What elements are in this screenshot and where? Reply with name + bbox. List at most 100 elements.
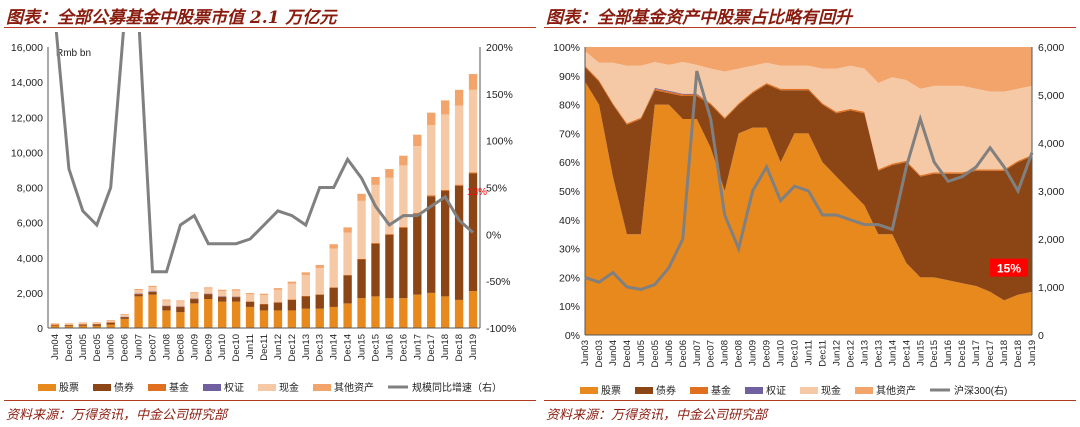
left-y-tick-3: 6,000 (17, 218, 43, 230)
bar-segment-1-Dec11 (259, 310, 269, 328)
right-x-tick-Dec03: Dec03 (594, 340, 605, 367)
right-x-tick-Dec12: Dec12 (845, 340, 856, 367)
right-y2-tick-0: 0 (1038, 330, 1044, 342)
bar-segment-5-Dec14 (343, 232, 352, 275)
legend-swatch-3 (690, 387, 708, 394)
bar-segment-2-Jun16 (385, 234, 394, 299)
bar-segment-4-Dec06 (120, 316, 129, 318)
legend-swatch-3 (148, 384, 166, 391)
left-y2-tick-0: -100% (486, 323, 516, 335)
bar-segment-4-Dec09 (204, 293, 213, 295)
right-y2-tick-1: 1,000 (1038, 282, 1064, 294)
bar-segment-6-Dec04 (64, 323, 74, 324)
right-x-tick-Dec07: Dec07 (706, 340, 717, 367)
bar-segment-3-Jun04 (50, 324, 60, 326)
left-plot-group: 0 2,000 4,000 6,000 8,000 10,000 12,000 14,000 1… (11, 32, 516, 361)
bar-segment-1-Dec06 (120, 318, 129, 328)
bar-segment-2-Dec04 (64, 324, 74, 326)
right-y-tick-10: 100% (553, 42, 580, 54)
bar-segment-6-Jun14 (329, 244, 338, 249)
right-y2-tick-6: 6,000 (1038, 42, 1064, 54)
left-y2-tick-3: 50% (486, 183, 507, 195)
right-x-tick-Jun11: Jun11 (804, 340, 815, 365)
right-y-tick-2: 20% (559, 272, 580, 284)
left-y2-tick-6: 200% (486, 42, 513, 54)
bar-segment-1-Jun15 (357, 298, 366, 328)
bar-segment-2-Jun15 (357, 259, 366, 299)
right-plot-group: 0% 10% 20% 30% 40% 50% 60% 70% 80% 90% 100% 0 1,000 2… (553, 42, 1064, 367)
bar-segment-5-Jun09 (190, 293, 199, 299)
area-6 (585, 47, 1032, 92)
bar-segment-1-Dec18 (454, 299, 464, 328)
left-x-tick-Dec14: Dec14 (343, 334, 354, 361)
left-x-tick-Dec10: Dec10 (231, 334, 242, 361)
left-x-tick-Jun16: Jun16 (384, 334, 395, 360)
bar-segment-2-Jun09 (190, 299, 199, 304)
left-y-tick-5: 10,000 (11, 147, 43, 159)
left-x-tick-Jun05: Jun05 (78, 334, 89, 360)
bar-segment-6-Jun09 (190, 292, 199, 294)
legend-label-2: 债券 (656, 384, 676, 397)
left-x-tick-Dec08: Dec08 (175, 334, 186, 361)
right-y-tick-8: 80% (559, 100, 580, 112)
left-x-tick-Jun09: Jun09 (189, 334, 200, 360)
bar-segment-1-Dec10 (231, 301, 241, 328)
bar-segment-5-Dec10 (231, 290, 241, 297)
bar-segment-6-Dec14 (343, 227, 352, 233)
left-y2-tick-2: 0% (486, 229, 501, 241)
left-x-tick-Dec09: Dec09 (203, 334, 214, 361)
bar-segment-2-Jun12 (273, 302, 283, 311)
bar-segment-2-Jun06 (106, 322, 115, 325)
right-x-tick-Jun17: Jun17 (971, 340, 982, 366)
left-x-tick-Jun04: Jun04 (50, 334, 61, 360)
bar-segment-6-Dec16 (399, 155, 408, 166)
right-x-tick-Dec11: Dec11 (817, 340, 828, 367)
bar-segment-6-Dec06 (120, 313, 129, 315)
left-y-tick-6: 12,000 (11, 112, 43, 124)
bar-segment-2-Dec18 (454, 185, 464, 300)
bar-segment-5-Jun10 (218, 291, 227, 297)
bar-segment-5-Dec16 (399, 165, 408, 227)
left-x-tick-Jun18: Jun18 (440, 334, 451, 360)
right-x-tick-Jun06: Jun06 (664, 340, 675, 366)
left-source-note: 资料来源：万得资讯，中金公司研究部 (6, 408, 228, 423)
bar-segment-4-Dec08 (176, 306, 185, 308)
bar-segment-6-Jun13 (301, 272, 310, 275)
bar-segment-6-Dec17 (427, 112, 436, 125)
bar-segment-5-Jun14 (329, 248, 338, 288)
right-y2-tick-2: 2,000 (1038, 234, 1064, 246)
right-x-tick-Dec08: Dec08 (734, 340, 745, 367)
right-chart-svg: 0% 10% 20% 30% 40% 50% 60% 70% 80% 90% 100% 0 1,000 2… (553, 42, 1064, 397)
area-1 (585, 81, 1032, 335)
bar-segment-1-Jun14 (329, 306, 338, 328)
right-y-tick-3: 30% (559, 244, 580, 256)
bar-segment-6-Jun05 (78, 322, 88, 323)
bar-segment-5-Dec07 (148, 287, 157, 292)
bar-segment-1-Dec14 (343, 303, 352, 328)
bar-segment-3-Jun13 (301, 296, 310, 297)
left-x-tick-Jun10: Jun10 (217, 334, 228, 360)
bar-segment-1-Jun07 (134, 296, 143, 328)
left-y2-tick-4: 100% (486, 136, 513, 148)
bar-segment-4-Dec07 (148, 291, 157, 292)
left-unit-label: Rmb bn (56, 48, 91, 59)
right-source-note: 资料来源：万得资讯，中金公司研究部 (546, 408, 768, 423)
right-x-tick-Jun13: Jun13 (859, 340, 870, 366)
bar-segment-2-Dec07 (148, 291, 157, 295)
left-y-tick-7: 14,000 (11, 77, 43, 89)
bar-segment-3-Jun05 (78, 324, 88, 325)
bar-segment-5-Jun04 (50, 323, 60, 325)
bar-segment-6-Dec09 (204, 287, 213, 289)
right-x-tick-Jun03: Jun03 (580, 340, 591, 366)
bar-segment-2-Dec14 (343, 275, 352, 304)
left-y-tick-2: 4,000 (17, 253, 43, 265)
left-chart-svg: 0 2,000 4,000 6,000 8,000 10,000 12,000 14,000 1… (11, 32, 516, 394)
bar-segment-1-Jun18 (440, 296, 450, 328)
bar-segment-2-Jun04 (50, 324, 60, 326)
left-x-tick-Dec04: Dec04 (64, 334, 75, 361)
left-x-tick-Jun17: Jun17 (412, 334, 423, 360)
left-y-tick-1: 2,000 (17, 288, 43, 300)
bar-segment-2-Dec05 (92, 324, 101, 326)
left-x-tick-Jun14: Jun14 (329, 334, 340, 360)
bar-segment-6-Dec15 (371, 176, 380, 185)
